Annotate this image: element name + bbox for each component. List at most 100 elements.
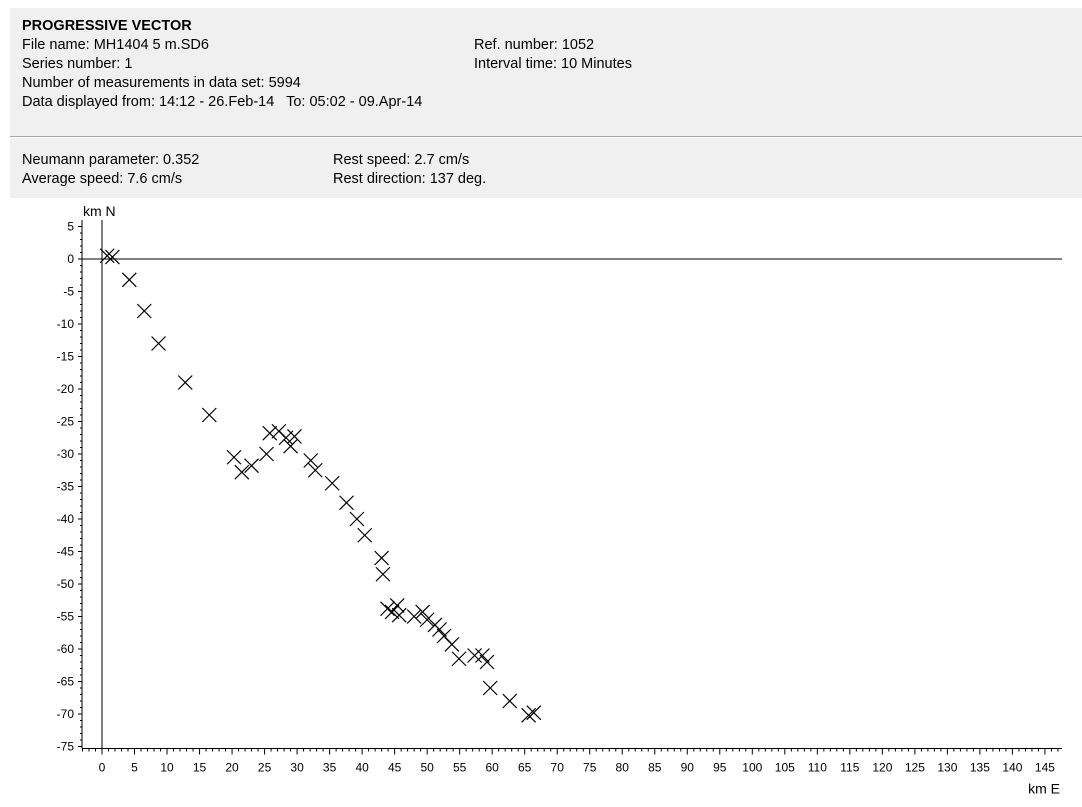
x-tick-label: 50 [420, 761, 434, 775]
rest-direction-label: Rest direction: 137 deg. [333, 171, 487, 187]
x-tick-label: 100 [742, 761, 762, 775]
data-point [104, 249, 120, 265]
y-tick-label: -45 [57, 545, 75, 559]
x-tick-label: 90 [681, 761, 695, 775]
x-tick-label: 115 [840, 761, 859, 775]
data-point-stroke [419, 612, 435, 628]
data-point-stroke [349, 511, 365, 527]
data-point [467, 648, 483, 663]
data-point [526, 705, 542, 721]
data-point-stroke [234, 464, 250, 480]
data-point [479, 654, 495, 670]
ref-number-label: Ref. number: 1052 [474, 37, 595, 53]
data-point [389, 598, 405, 613]
measurements-label: Number of measurements in data set: 5994 [22, 75, 301, 91]
x-tick-label: 30 [290, 761, 304, 775]
chart-title: PROGRESSIVE VECTOR [22, 18, 192, 34]
data-point-stroke [482, 680, 498, 696]
data-point [177, 375, 193, 390]
data-point-stroke [121, 272, 137, 288]
x-tick-label: 45 [388, 761, 402, 775]
data-point-stroke [475, 648, 490, 663]
data-point [357, 527, 373, 543]
data-point-stroke [415, 604, 431, 620]
data-point-stroke [262, 425, 278, 441]
file-name-label: File name: MH1404 5 m.SD6 [22, 37, 209, 53]
data-point-stroke [339, 495, 354, 511]
x-tick-label: 135 [970, 761, 990, 775]
data-point-stroke [99, 248, 115, 264]
data-point-stroke [479, 654, 495, 670]
interval-time-label: Interval time: 10 Minutes [474, 56, 632, 72]
data-point [151, 336, 167, 351]
x-tick-label: 80 [616, 761, 630, 775]
x-tick-label: 40 [355, 761, 369, 775]
x-tick-label: 85 [648, 761, 662, 775]
data-point [432, 622, 447, 637]
data-point [482, 680, 498, 696]
x-tick-label: 145 [1035, 761, 1055, 775]
data-point-stroke [283, 438, 299, 454]
data-point-stroke [287, 429, 302, 444]
data-point-stroke [244, 458, 259, 474]
data-point [406, 609, 422, 624]
data-point [136, 303, 152, 319]
data-point-stroke [226, 449, 242, 465]
data-point [262, 425, 278, 441]
data-point [259, 446, 274, 462]
y-tick-label: -15 [57, 350, 75, 364]
y-tick-label: -30 [57, 447, 75, 461]
data-point [303, 453, 319, 468]
header-panel: PROGRESSIVE VECTOR File name: MH1404 5 m… [10, 8, 1082, 136]
data-point [419, 612, 435, 628]
x-tick-label: 15 [193, 761, 207, 775]
data-point-stroke [136, 303, 152, 319]
data-point-stroke [432, 622, 447, 637]
chart-area: 5 0 -5 -10 -15 -20 -25 -30 -35 -40 -45 -50 -55 -60 -65… [0, 198, 1082, 802]
y-tick-label: 5 [67, 220, 74, 234]
x-tick-label: 60 [486, 761, 500, 775]
data-point-stroke [357, 527, 373, 543]
x-tick-label: 70 [551, 761, 565, 775]
y-tick-label: -65 [57, 675, 75, 689]
y-axis-label: km N [83, 203, 116, 219]
data-point-stroke [104, 249, 120, 265]
data-point [375, 566, 391, 582]
x-tick-label: 65 [518, 761, 532, 775]
x-tick-label: 105 [775, 761, 795, 775]
data-point-stroke [375, 566, 391, 582]
data-point-stroke [384, 604, 400, 620]
data-point [226, 449, 242, 465]
x-tick-label: 55 [453, 761, 467, 775]
x-tick-label: 25 [258, 761, 272, 775]
x-tick-label: 5 [131, 761, 138, 775]
data-point-stroke [406, 609, 422, 624]
neumann-label: Neumann parameter: 0.352 [22, 152, 200, 168]
data-point-stroke [467, 648, 483, 663]
y-tick-label: -40 [57, 512, 75, 526]
data-point-stroke [521, 707, 537, 723]
data-point [283, 438, 299, 454]
y-tick-label: -5 [63, 285, 74, 299]
x-tick-label: 75 [583, 761, 597, 775]
header-divider [10, 136, 1082, 137]
x-tick-label: 120 [872, 761, 892, 775]
y-tick-label: -60 [57, 642, 75, 656]
data-point [415, 604, 431, 620]
data-point-stroke [444, 637, 460, 652]
data-point [502, 693, 518, 709]
data-point-stroke [177, 375, 193, 390]
displayed-range-label: Data displayed from: 14:12 - 26.Feb-14 T… [22, 94, 423, 110]
data-point [451, 651, 467, 667]
x-tick-label: 110 [808, 761, 827, 775]
x-tick-label: 0 [99, 761, 106, 775]
data-point-stroke [391, 607, 407, 623]
x-tick-label: 95 [713, 761, 727, 775]
data-point-stroke [324, 475, 340, 491]
data-point-stroke [436, 628, 452, 644]
x-axis-label: km E [1028, 781, 1060, 797]
data-point-stroke [259, 446, 274, 462]
x-tick-label: 35 [323, 761, 337, 775]
y-tick-label: -70 [57, 707, 75, 721]
average-speed-label: Average speed: 7.6 cm/s [22, 171, 183, 187]
